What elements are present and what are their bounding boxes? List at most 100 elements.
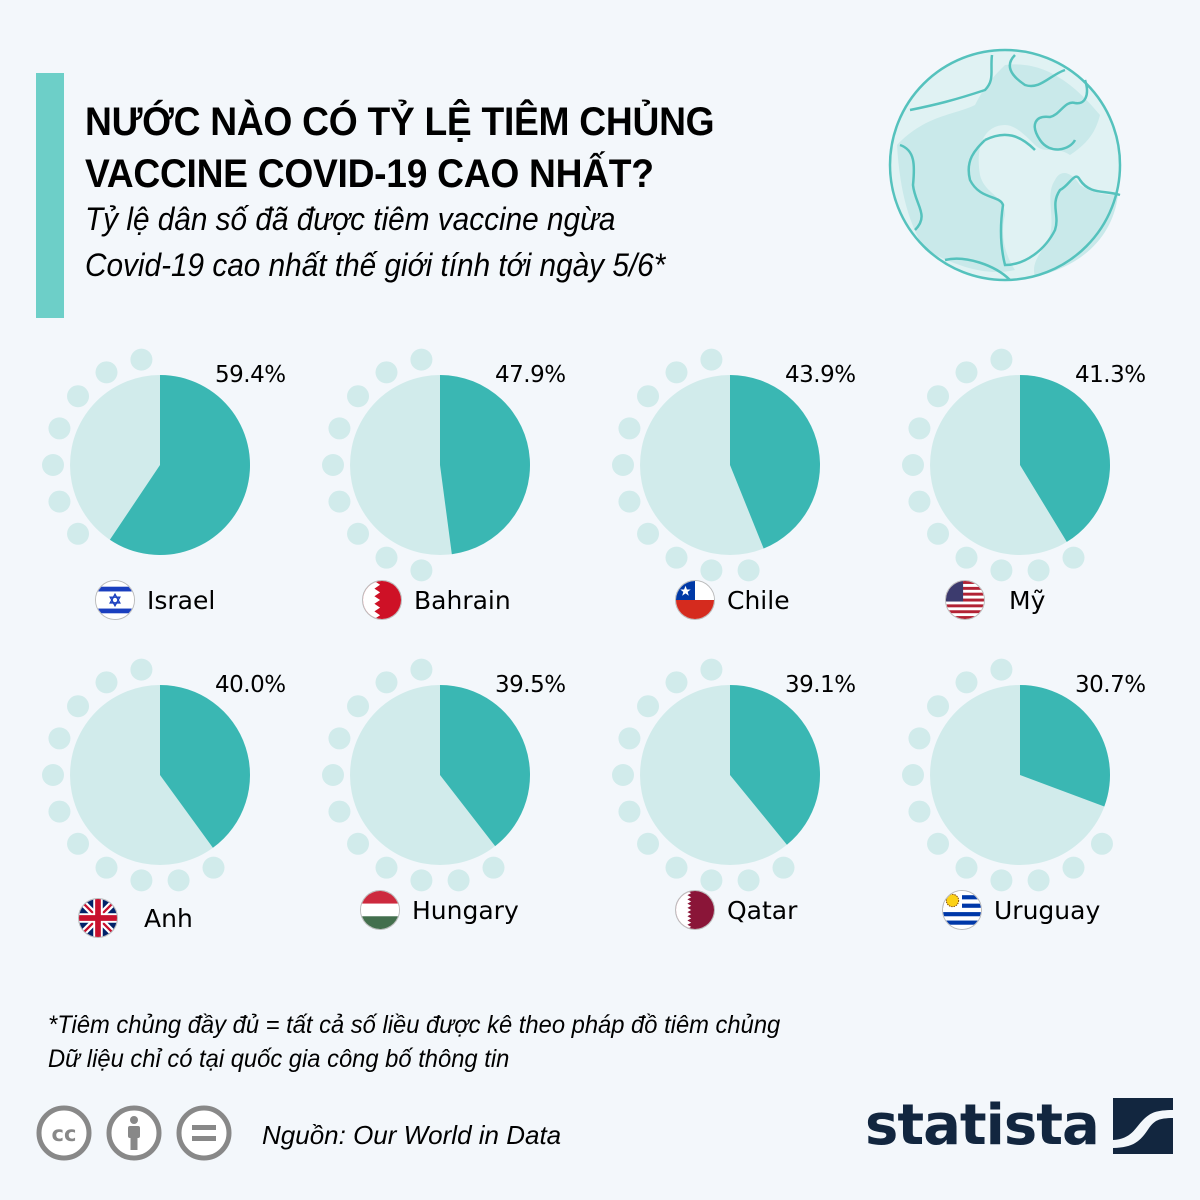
pie-vaccinated-slice — [730, 685, 820, 845]
decor-dot — [927, 522, 950, 545]
decor-dot — [927, 385, 950, 408]
country-label: Anh — [78, 898, 193, 938]
decor-dot — [328, 490, 351, 513]
country-name: Israel — [147, 585, 216, 615]
percentage-label: 39.5% — [495, 672, 566, 698]
percentage-label: 47.9% — [495, 362, 566, 388]
country-name: Anh — [144, 903, 193, 933]
country-name: Uruguay — [994, 895, 1101, 925]
decor-dot — [42, 764, 64, 786]
pie-card-israel: 59.4% Israel — [30, 340, 320, 640]
decor-dot — [130, 869, 153, 892]
decor-dot — [48, 417, 71, 440]
decor-dot — [375, 361, 398, 384]
pie-card-bahrain: 47.9% Bahrain — [310, 340, 600, 640]
decor-dot — [612, 454, 634, 476]
pie-card-chile: 43.9% Chile — [600, 340, 890, 640]
decor-dot — [410, 869, 433, 892]
statista-logo[interactable]: statista — [865, 1098, 1173, 1154]
subtitle-line-2: Covid-19 cao nhất thế giới tính tới ngày… — [85, 247, 666, 283]
decor-dot — [737, 869, 760, 892]
decor-dot — [927, 832, 950, 855]
decor-dot — [665, 856, 688, 879]
decor-dot — [955, 671, 978, 694]
decor-dot — [612, 764, 634, 786]
percentage-label: 41.3% — [1075, 362, 1146, 388]
decor-dot — [410, 559, 433, 582]
pie-vaccinated-slice — [1020, 375, 1110, 542]
decor-dot — [347, 695, 370, 718]
decor-dot — [130, 658, 153, 681]
license-icons: cc — [36, 1105, 232, 1161]
title-line-2: VACCINE COVID-19 CAO NHẤT? — [85, 152, 654, 196]
decor-dot — [67, 522, 90, 545]
decor-dot — [700, 348, 723, 371]
country-name: Mỹ — [1009, 585, 1046, 615]
pie-card-qatar: 39.1% Qatar — [600, 650, 890, 950]
decor-dot — [167, 869, 190, 892]
decor-dot — [375, 546, 398, 569]
decor-dot — [700, 869, 723, 892]
footnote-line-1: *Tiêm chủng đầy đủ = tất cả số liều được… — [48, 1011, 781, 1039]
decor-dot — [95, 671, 118, 694]
source-text: Nguồn: Our World in Data — [262, 1120, 562, 1150]
decor-dot — [665, 546, 688, 569]
decor-dot — [375, 856, 398, 879]
country-label: Chile — [675, 580, 790, 620]
decor-dot — [618, 727, 641, 750]
country-label: Uruguay — [942, 890, 1100, 930]
pie-card-hungary: 39.5% Hungary — [310, 650, 600, 950]
decor-dot — [902, 454, 924, 476]
attribution-icon[interactable] — [106, 1105, 162, 1161]
country-name: Bahrain — [414, 585, 511, 615]
decor-dot — [347, 385, 370, 408]
decor-dot — [902, 764, 924, 786]
bahrain-flag-icon — [362, 580, 402, 620]
decor-dot — [328, 727, 351, 750]
decor-dot — [48, 490, 71, 513]
uk-flag-icon — [78, 898, 118, 938]
page-title: NƯỚC NÀO CÓ TỶ LỆ TIÊM CHỦNG VACCINE COV… — [85, 96, 829, 200]
footnote: *Tiêm chủng đầy đủ = tất cả số liều được… — [48, 1008, 780, 1076]
decor-dot — [410, 658, 433, 681]
decor-dot — [990, 658, 1013, 681]
decor-dot — [700, 559, 723, 582]
svg-text:cc: cc — [52, 1122, 77, 1146]
pie-chart — [612, 348, 820, 582]
decor-dot — [322, 764, 344, 786]
decor-dot — [347, 832, 370, 855]
percentage-label: 59.4% — [215, 362, 286, 388]
decor-dot — [955, 361, 978, 384]
decor-dot — [637, 522, 660, 545]
percentage-label: 30.7% — [1075, 672, 1146, 698]
pie-card-uruguay: 30.7% Uruguay — [890, 650, 1180, 950]
decor-dot — [1062, 856, 1085, 879]
pie-card-uk: 40.0% Anh — [30, 650, 320, 950]
statista-wave-icon — [1112, 1098, 1173, 1154]
accent-bar — [36, 73, 64, 318]
decor-dot — [347, 522, 370, 545]
cc-icon[interactable]: cc — [36, 1105, 92, 1161]
decor-dot — [95, 856, 118, 879]
decor-dot — [1090, 832, 1113, 855]
qatar-flag-icon — [675, 890, 715, 930]
percentage-label: 43.9% — [785, 362, 856, 388]
country-name: Qatar — [727, 895, 798, 925]
decor-dot — [67, 832, 90, 855]
decor-dot — [48, 800, 71, 823]
decor-dot — [202, 856, 225, 879]
decor-dot — [42, 454, 64, 476]
decor-dot — [990, 869, 1013, 892]
decor-dot — [908, 417, 931, 440]
decor-dot — [772, 856, 795, 879]
pie-vaccinated-slice — [730, 375, 820, 549]
decor-dot — [927, 695, 950, 718]
decor-dot — [130, 348, 153, 371]
decor-dot — [637, 695, 660, 718]
title-line-1: NƯỚC NÀO CÓ TỶ LỆ TIÊM CHỦNG — [85, 100, 715, 144]
decor-dot — [637, 832, 660, 855]
no-derivatives-icon[interactable] — [176, 1105, 232, 1161]
chile-flag-icon — [675, 580, 715, 620]
decor-dot — [1062, 546, 1085, 569]
decor-dot — [955, 546, 978, 569]
